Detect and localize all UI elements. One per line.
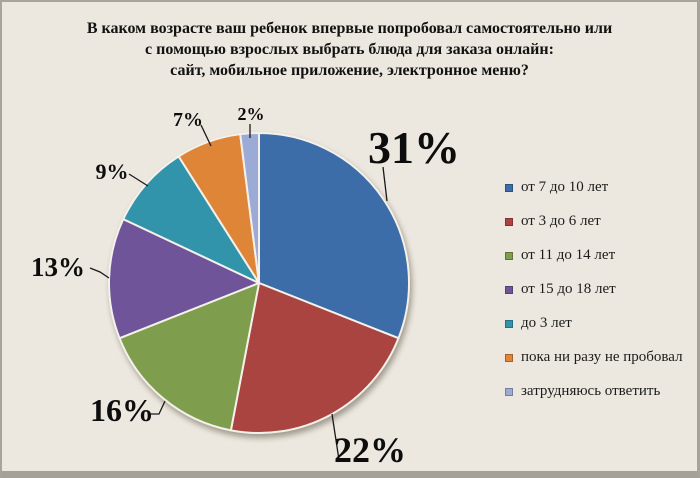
legend-item-6: пока ни разу не пробовал [505, 350, 683, 365]
chart-title: В каком возрасте ваш ребенок впервые поп… [86, 20, 613, 79]
percent-label-7: 2% [238, 104, 265, 124]
legend-label-3: от 11 до 14 лет [521, 247, 616, 263]
legend-item-4: от 15 до 18 лет [505, 282, 683, 297]
legend-item-7: затрудняюсь ответить [505, 384, 683, 399]
percent-label-2: 22% [334, 430, 406, 470]
pie-slice-4 [107, 218, 260, 340]
pie-slice-3 [118, 282, 260, 432]
leader-line-2 [331, 413, 340, 461]
leader-line-4 [89, 267, 110, 279]
percent-label-1: 31% [368, 122, 460, 173]
legend-marker-2 [505, 217, 513, 226]
legend: от 7 до 10 лет от 3 до 6 лет от 11 до 14 л… [505, 180, 683, 399]
legend-label-7: затрудняюсь ответить [521, 383, 661, 399]
percent-label-3: 16% [90, 392, 154, 428]
percent-label-6: 7% [173, 109, 203, 131]
legend-marker-1 [505, 183, 513, 192]
percent-label-4: 13% [31, 252, 85, 282]
leader-line-3 [149, 400, 166, 415]
legend-marker-7 [505, 387, 513, 396]
legend-label-5: до 3 лет [521, 315, 572, 331]
leader-line-6 [200, 124, 212, 147]
leader-line-1 [382, 166, 388, 202]
legend-item-3: от 11 до 14 лет [505, 248, 683, 263]
legend-item-1: от 7 до 10 лет [505, 180, 683, 195]
percent-label-5: 9% [96, 159, 129, 184]
legend-marker-3 [505, 251, 513, 260]
pie-slice-2 [229, 282, 400, 434]
pie-slice-5 [122, 155, 260, 284]
legend-marker-6 [505, 353, 513, 362]
legend-label-1: от 7 до 10 лет [521, 179, 609, 195]
pie-slice-1 [258, 132, 410, 340]
pie-slices [107, 131, 410, 434]
legend-item-2: от 3 до 6 лет [505, 214, 683, 229]
legend-label-4: от 15 до 18 лет [521, 281, 616, 297]
legend-marker-5 [505, 319, 513, 328]
legend-marker-4 [505, 285, 513, 294]
legend-label-2: от 3 до 6 лет [521, 213, 601, 229]
legend-label-6: пока ни разу не пробовал [521, 349, 683, 365]
legend-item-5: до 3 лет [505, 316, 683, 331]
leader-line-5 [128, 173, 149, 187]
